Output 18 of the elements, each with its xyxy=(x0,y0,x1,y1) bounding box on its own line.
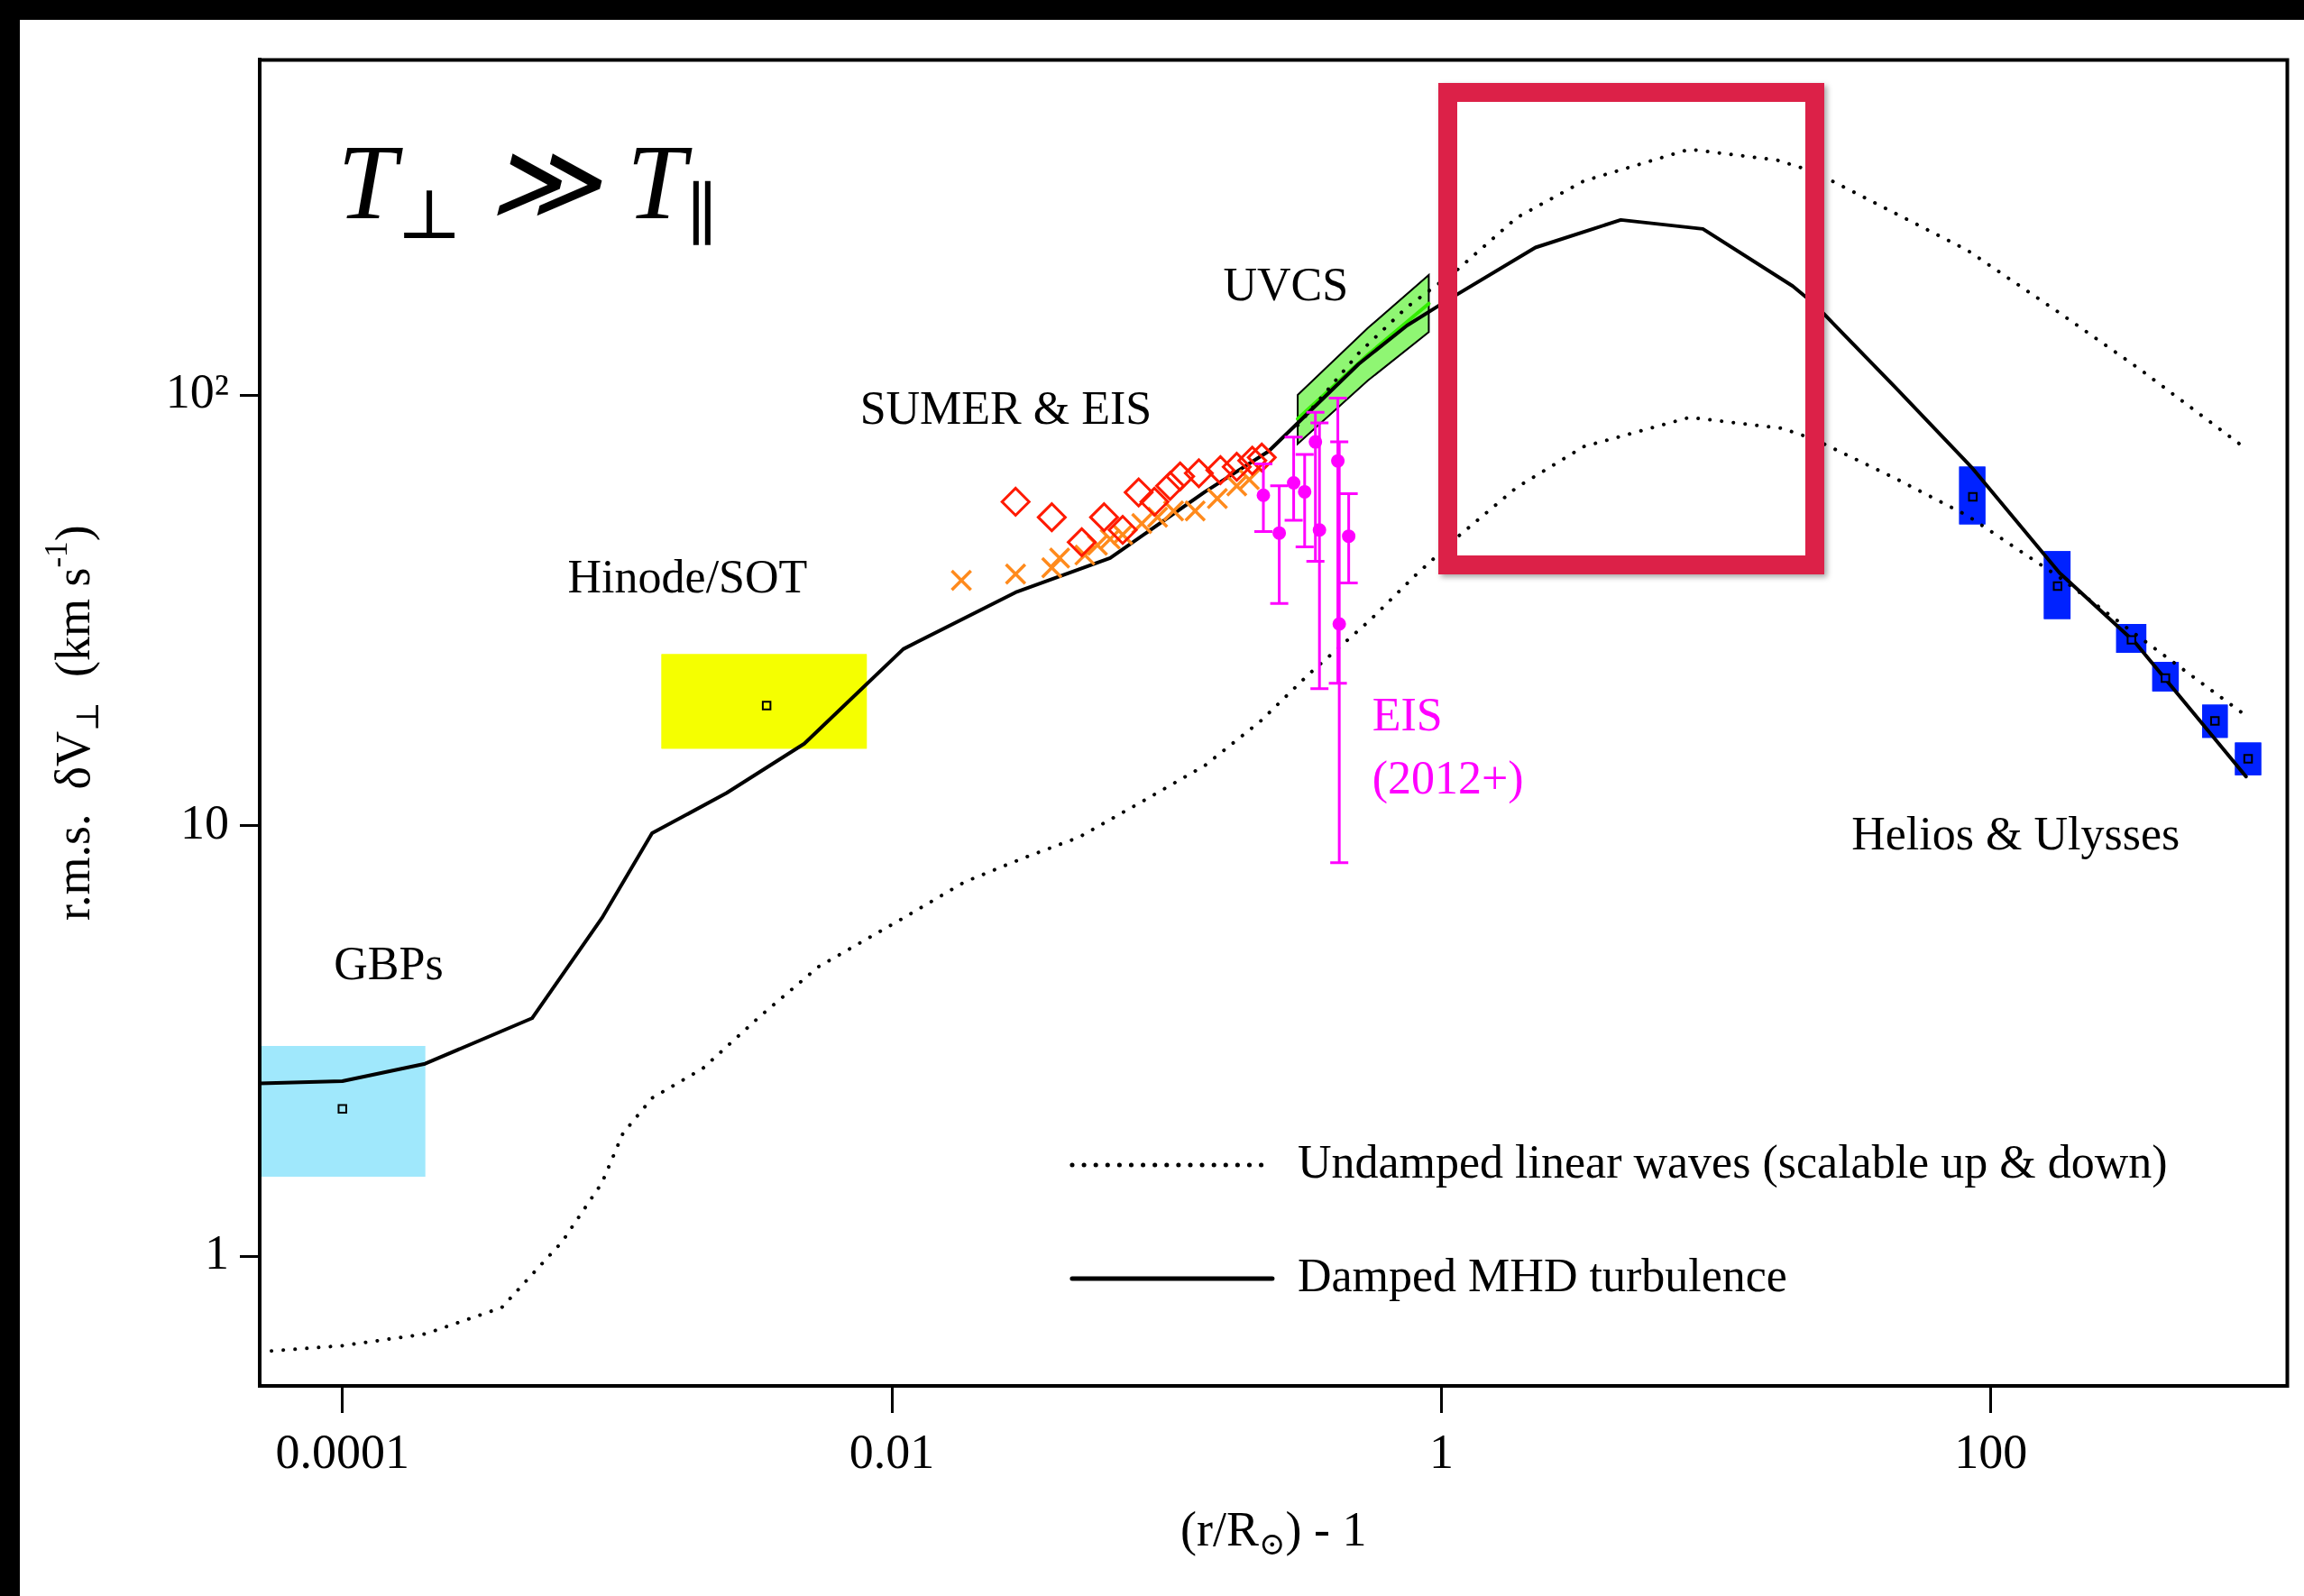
y-axis-title: r.m.s. δV⊥ (km s-1) xyxy=(38,525,106,922)
annotation: GBPs xyxy=(334,937,444,989)
y-tick-label: 10² xyxy=(165,364,229,419)
y-tick-label: 1 xyxy=(205,1225,229,1280)
annotation: UVCS xyxy=(1223,259,1349,310)
series-label: EIS (2012+) xyxy=(1372,689,1524,805)
x-axis-title: (r/R⊙) - 1 xyxy=(1180,1502,1367,1563)
annotation: T⊥ ≫ T∥ xyxy=(337,123,719,253)
x-tick-label: 0.01 xyxy=(849,1424,935,1479)
x-tick-label: 100 xyxy=(1954,1424,2028,1479)
x-tick-label: 0.0001 xyxy=(275,1424,409,1479)
annotation: Hinode/SOT xyxy=(567,550,808,602)
y-tick-label: 10 xyxy=(180,794,229,849)
legend-label: Damped MHD turbulence xyxy=(1297,1249,1787,1301)
annotation: SUMER & EIS xyxy=(859,381,1152,434)
x-tick-label: 1 xyxy=(1428,1424,1454,1479)
legend-label: Undamped linear waves (scalable up & down) xyxy=(1297,1135,2168,1188)
annotation: Helios & Ulysses xyxy=(1851,807,2180,859)
